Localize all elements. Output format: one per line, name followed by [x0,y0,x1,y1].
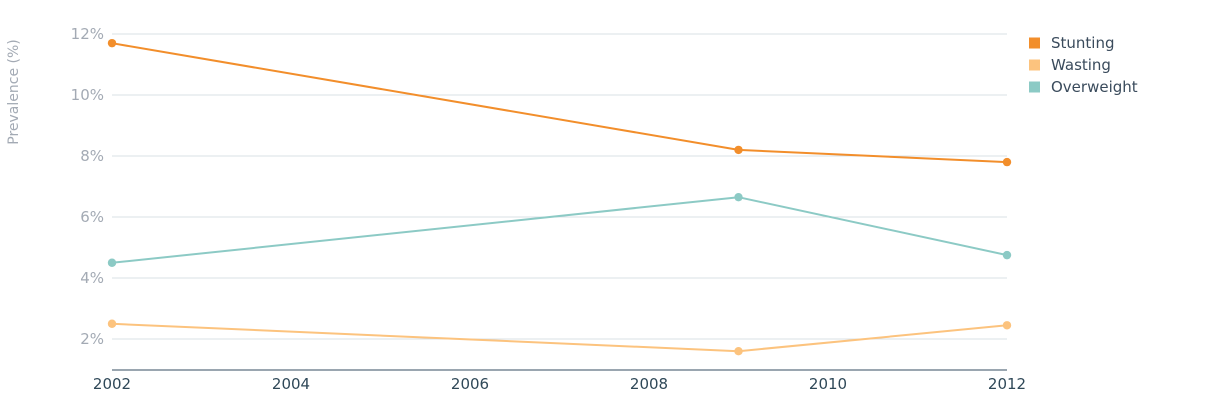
x-tick-label: 2012 [988,375,1026,393]
y-tick-label: 12% [71,25,104,43]
legend-swatch [1029,59,1040,71]
legend-item-stunting: Stunting [1029,34,1115,52]
legend-label: Stunting [1051,34,1115,52]
y-tick-label: 8% [80,147,104,165]
data-point-wasting [734,347,743,356]
x-tick-label: 2008 [630,375,668,393]
legend-label: Wasting [1051,56,1111,74]
series-line-wasting [111,322,1008,353]
legend-item-wasting: Wasting [1029,56,1111,74]
data-point-overweight [1002,250,1012,260]
data-point-wasting [107,319,117,328]
x-tick-label: 2004 [272,375,310,393]
y-tick-label: 4% [80,269,104,287]
y-tick-label: 2% [80,330,104,348]
data-point-overweight [107,258,117,267]
data-point-wasting [1002,321,1012,330]
legend-label: Overweight [1051,78,1138,96]
series-line-overweight [111,196,1008,264]
legend-swatch [1029,37,1040,49]
legend-item-overweight: Overweight [1029,78,1138,96]
data-point-stunting [107,38,117,48]
series-group [107,38,1012,356]
y-axis-label: Prevalence (%) [6,39,22,145]
series-line-stunting [111,42,1008,164]
x-axis-ticks: 2002 2004 2006 2008 2010 2012 [93,375,1026,393]
data-point-stunting [1002,157,1012,167]
gridlines [112,33,1007,340]
x-tick-label: 2010 [809,375,847,393]
y-tick-label: 10% [71,86,104,104]
y-tick-label: 6% [80,208,104,226]
data-point-overweight [734,192,743,202]
data-point-stunting [734,145,743,155]
x-tick-label: 2006 [451,375,489,393]
x-tick-label: 2002 [93,375,131,393]
y-axis-ticks: 2% 4% 6% 8% 10% 12% [71,25,104,348]
legend: Stunting Wasting Overweight [1029,34,1138,96]
legend-swatch [1029,81,1040,93]
